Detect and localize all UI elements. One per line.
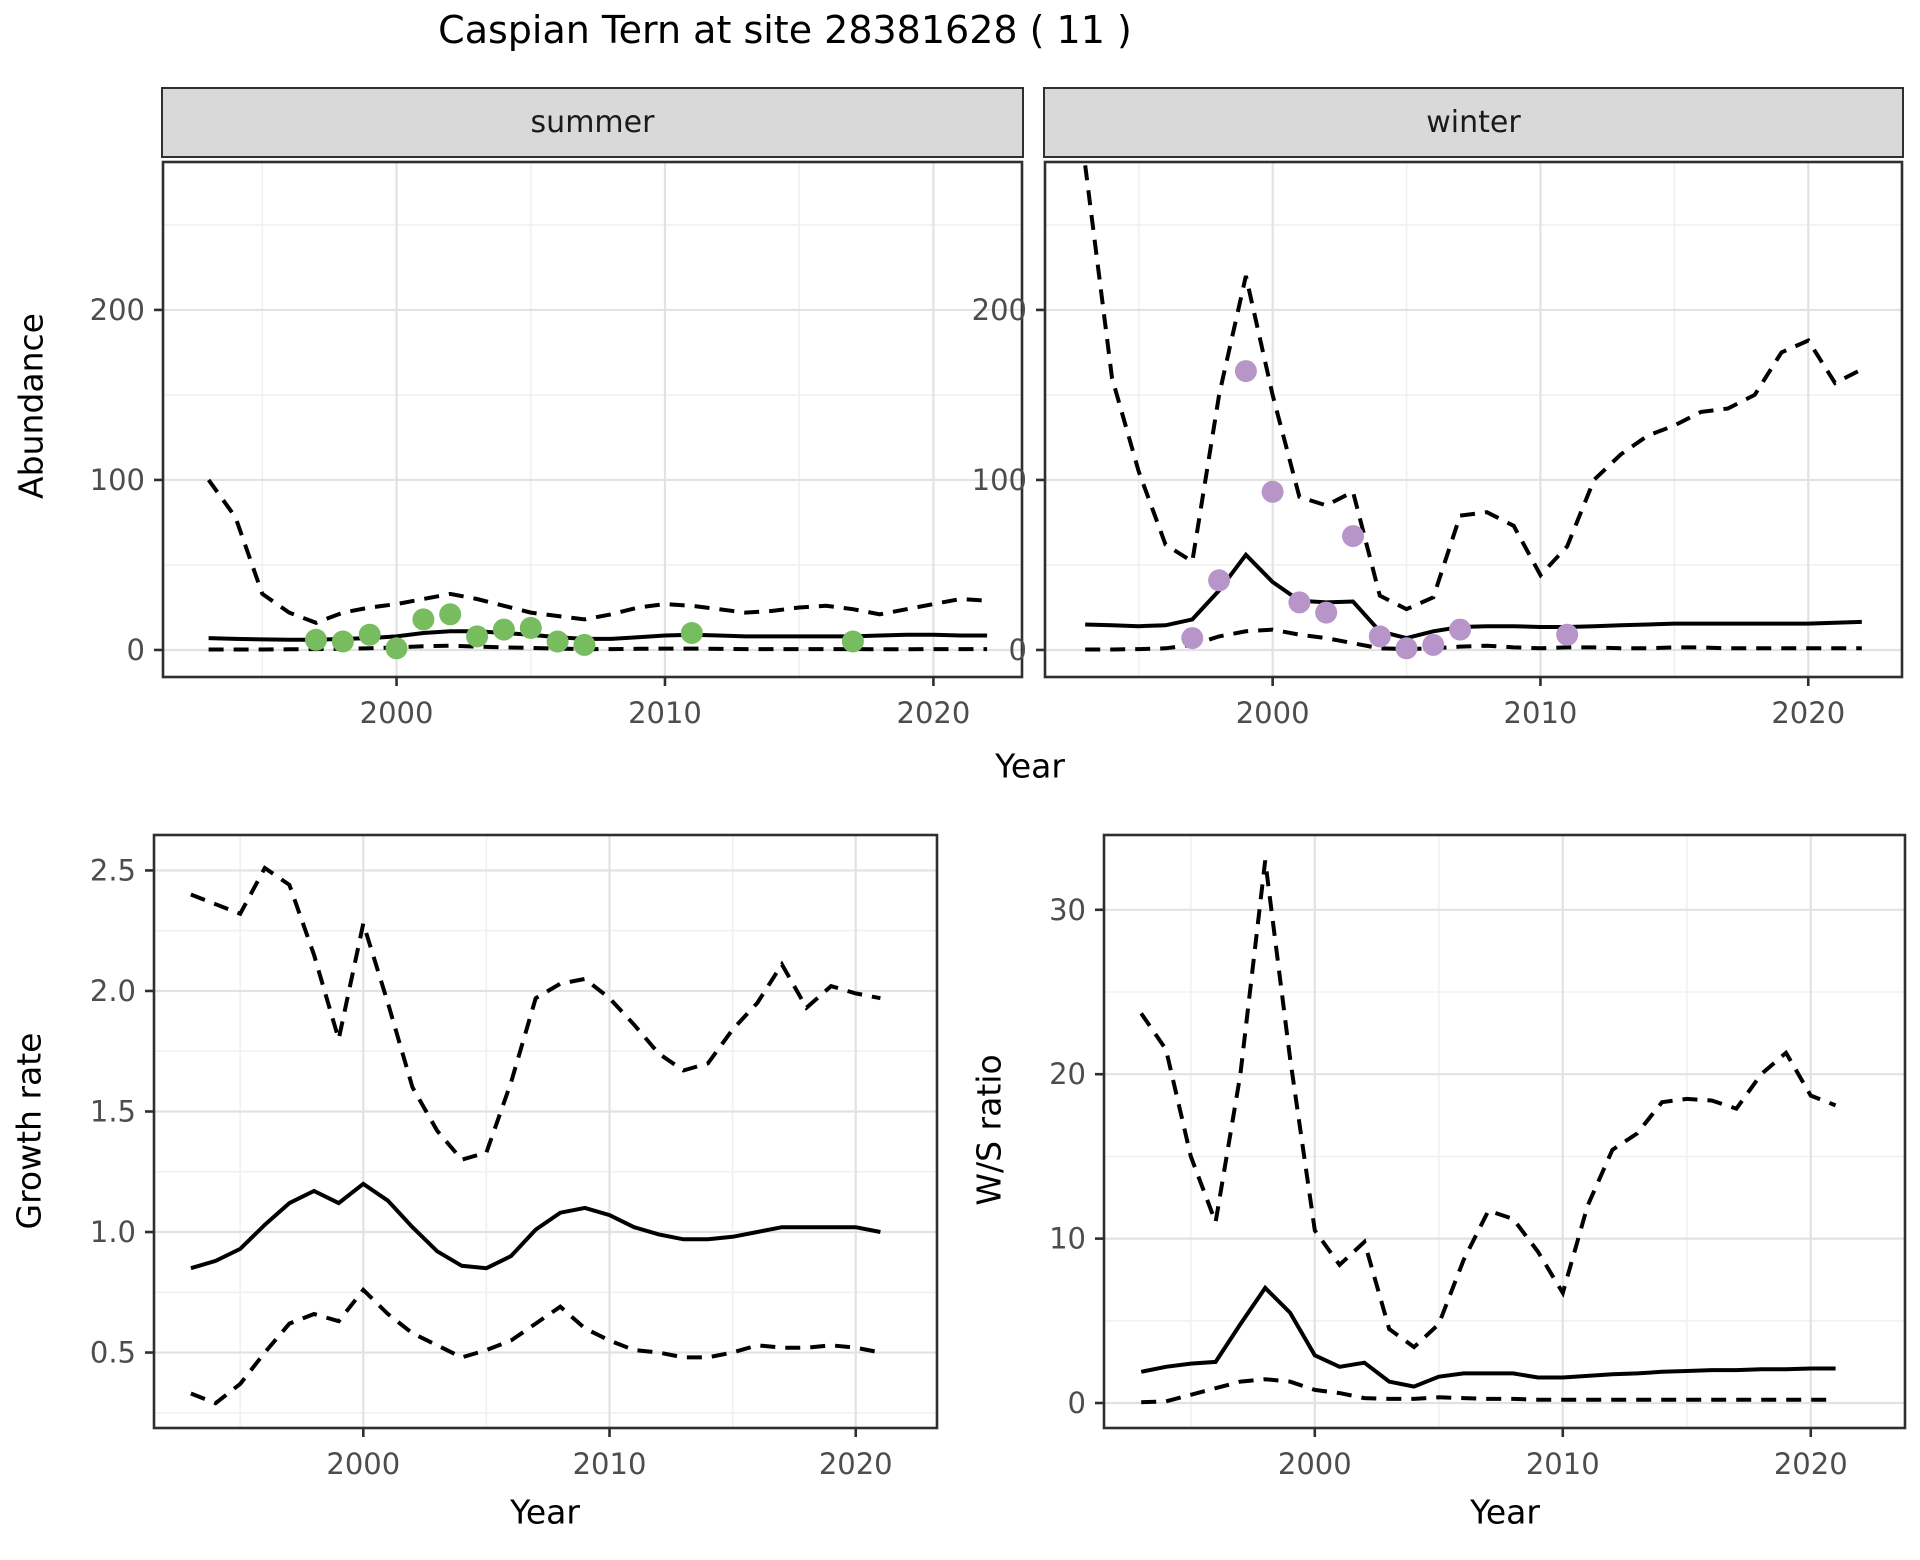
series-upper_ci [1139,860,1837,1350]
x-tick-label: 2000 [326,1447,400,1481]
x-tick-label: 2020 [1771,696,1845,730]
x-tick-label: 2020 [897,696,971,730]
y-tick-label: 200 [972,293,1027,327]
series-median [190,1181,881,1271]
series-observations [305,603,864,660]
series-upper_ci [206,478,988,625]
panel-growth_rate: 2000 2010 2020 0.5 1.0 1.5 2.0 2.5 [90,833,939,1481]
facet-strip-winter-label: winter [1426,105,1521,140]
observation-point [1368,625,1391,648]
x-axis-title-year-top: Year [995,746,1065,786]
observation-point [1261,480,1284,503]
y-tick-label: 30 [1049,893,1086,927]
panel-winter: 2000 2010 2020 0 100 200 [972,160,1904,730]
observation-point [331,630,354,653]
x-tick-label: 2020 [819,1447,893,1481]
x-axis-title-year-ws: Year [1470,1492,1540,1532]
y-tick-label: 2.5 [90,853,136,887]
x-axis-title-year-growth: Year [510,1492,580,1532]
x-tick-label: 2000 [1236,696,1310,730]
y-tick-label: 100 [972,463,1027,497]
series-observations [1181,360,1579,660]
observation-point [1288,591,1311,614]
series-median [1085,551,1862,641]
facet-strip-summer: summer [161,87,1024,158]
x-tick-label: 2000 [1278,1447,1352,1481]
y-tick-label: 1.5 [90,1094,136,1128]
y-tick-label: 1.0 [90,1215,136,1249]
x-tick-label: 2010 [628,696,702,730]
series-upper_ci [190,865,881,1162]
y-tick-label: 0 [1009,633,1027,667]
x-tick-label: 2020 [1774,1447,1848,1481]
observation-point [1342,525,1364,548]
observation-point [1315,601,1338,624]
y-tick-label: 100 [90,463,145,497]
observation-point [1234,360,1257,383]
observation-point [439,603,462,626]
observation-point [412,608,435,631]
series-lower_ci [1141,1377,1836,1405]
observation-point [1208,569,1231,592]
observation-point [466,625,489,648]
observation-point [573,633,596,656]
facet-strip-winter: winter [1043,87,1904,158]
observation-point [1449,618,1472,641]
observation-point [841,630,864,653]
y-tick-label: 20 [1049,1057,1086,1091]
observation-point [305,628,327,651]
series-upper_ci [1083,165,1863,612]
x-tick-label: 2000 [360,696,434,730]
series-median [1140,1284,1836,1389]
observation-point [546,630,569,653]
y-tick-label: 0 [1068,1386,1086,1420]
series-lower_ci [1085,627,1862,652]
page-title: Caspian Tern at site 28381628 ( 11 ) [438,8,1132,52]
y-tick-label: 0 [127,633,145,667]
observation-point [385,637,408,660]
observation-point [492,618,515,641]
y-tick-label: 2.0 [90,974,136,1008]
observation-point [358,623,381,646]
observation-point [680,622,703,644]
observation-point [1422,633,1445,656]
y-tick-label: 200 [90,293,145,327]
observation-point [1395,637,1418,660]
series-lower_ci [190,1286,881,1406]
x-tick-label: 2010 [573,1447,647,1481]
x-tick-label: 2010 [1504,696,1578,730]
panel-ws_ratio: 2000 2010 2020 0 10 20 30 [1049,833,1907,1481]
x-tick-label: 2010 [1526,1447,1600,1481]
observation-point [519,616,542,639]
observation-point [1556,623,1579,646]
y-tick-label: 0.5 [90,1336,136,1370]
y-tick-label: 10 [1049,1222,1086,1256]
observation-point [1181,627,1204,650]
facet-strip-summer-label: summer [530,105,655,140]
